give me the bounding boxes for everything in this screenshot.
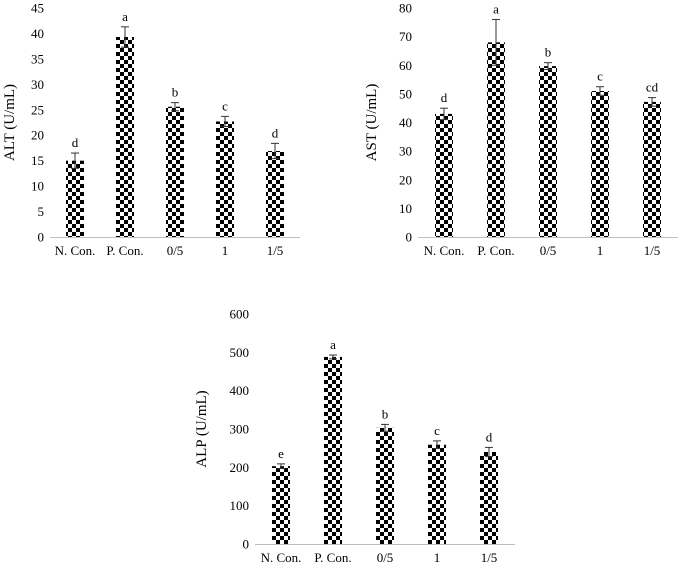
category-label: 0/5 <box>167 243 184 258</box>
y-tick-label: 80 <box>399 1 412 16</box>
y-tick-label: 500 <box>230 345 250 360</box>
significance-label: d <box>486 429 493 444</box>
significance-label: d <box>72 135 79 150</box>
category-label: 1 <box>597 243 604 258</box>
bar <box>539 66 557 237</box>
y-tick-label: 70 <box>399 29 412 44</box>
y-tick-label: 60 <box>399 58 412 73</box>
error-bar <box>381 423 389 432</box>
significance-label: a <box>122 9 128 24</box>
significance-label: c <box>434 423 440 438</box>
error-bar <box>171 102 179 112</box>
category-label: N. Con. <box>55 243 96 258</box>
error-bar <box>485 446 493 458</box>
y-tick-label: 50 <box>399 86 412 101</box>
significance-label: c <box>597 69 603 84</box>
bar <box>643 101 661 237</box>
y-tick-label: 25 <box>31 102 44 117</box>
category-label: 1/5 <box>267 243 284 258</box>
y-tick-label: 300 <box>230 422 250 437</box>
y-tick-label: 5 <box>38 204 45 219</box>
y-tick-label: 10 <box>399 201 412 216</box>
error-bar <box>329 354 337 360</box>
bar <box>487 42 505 237</box>
significance-label: a <box>493 1 499 16</box>
y-tick-label: 40 <box>31 26 44 41</box>
y-tick-label: 0 <box>243 537 250 552</box>
bar <box>435 113 453 237</box>
bar <box>216 121 234 237</box>
significance-label: e <box>278 446 284 461</box>
y-tick-label: 600 <box>230 307 250 322</box>
y-tick-label: 0 <box>38 230 45 245</box>
bar <box>591 91 609 237</box>
bar <box>66 160 84 237</box>
category-label: N. Con. <box>261 550 302 565</box>
bar <box>480 452 498 544</box>
significance-label: d <box>272 125 279 140</box>
y-tick-label: 30 <box>31 77 44 92</box>
error-bar <box>433 440 441 450</box>
error-bar <box>544 62 552 71</box>
category-label: P. Con. <box>106 243 143 258</box>
y-axis-label: AST (U/mL) <box>364 84 380 162</box>
error-bar <box>596 86 604 96</box>
significance-label: cd <box>646 80 659 95</box>
category-label: 1/5 <box>481 550 498 565</box>
error-bar <box>440 107 448 121</box>
category-label: P. Con. <box>314 550 351 565</box>
category-label: 1/5 <box>644 243 661 258</box>
y-tick-label: 40 <box>399 115 412 130</box>
bar <box>376 427 394 544</box>
category-label: 0/5 <box>540 243 557 258</box>
y-axis-label: ALT (U/mL) <box>2 84 18 161</box>
bar <box>266 150 284 237</box>
y-tick-label: 15 <box>31 153 44 168</box>
significance-label: d <box>441 90 448 105</box>
significance-label: b <box>545 45 552 60</box>
y-tick-label: 400 <box>230 383 250 398</box>
error-bar <box>121 26 129 48</box>
error-bar <box>492 18 500 66</box>
bar <box>272 466 290 544</box>
y-tick-label: 100 <box>230 498 250 513</box>
bar <box>428 444 446 544</box>
y-tick-label: 45 <box>31 1 44 16</box>
error-bar <box>277 463 285 469</box>
significance-label: c <box>222 98 228 113</box>
y-axis-label: ALP (U/mL) <box>194 390 210 467</box>
y-tick-label: 10 <box>31 179 44 194</box>
y-tick-label: 0 <box>406 230 413 245</box>
category-label: N. Con. <box>424 243 465 258</box>
y-tick-label: 20 <box>399 172 412 187</box>
category-label: 1 <box>222 243 229 258</box>
category-label: 0/5 <box>377 550 394 565</box>
bar <box>116 37 134 237</box>
y-tick-label: 35 <box>31 51 44 66</box>
error-bar <box>71 152 79 169</box>
y-tick-label: 20 <box>31 128 44 143</box>
significance-label: a <box>330 337 336 352</box>
error-bar <box>271 142 279 160</box>
alp-chart: 0 100 200 300 400 500 600 ALP (U/mL) e N. Con. a P.… <box>194 307 515 565</box>
y-tick-label: 200 <box>230 460 250 475</box>
category-label: P. Con. <box>477 243 514 258</box>
y-tick-label: 30 <box>399 144 412 159</box>
bar <box>324 356 342 544</box>
bar <box>166 106 184 237</box>
significance-label: b <box>382 406 389 421</box>
ast-chart: 0 10 20 30 40 50 60 70 80 AST (U/mL) d N. Con. a P. C… <box>364 1 678 258</box>
alt-chart: 0 5 10 15 20 25 30 35 40 45 ALT (U/mL) d N. Con. a P. … <box>2 1 300 258</box>
error-bar <box>221 115 229 128</box>
error-bar <box>648 97 656 107</box>
category-label: 1 <box>434 550 441 565</box>
significance-label: b <box>172 85 179 100</box>
